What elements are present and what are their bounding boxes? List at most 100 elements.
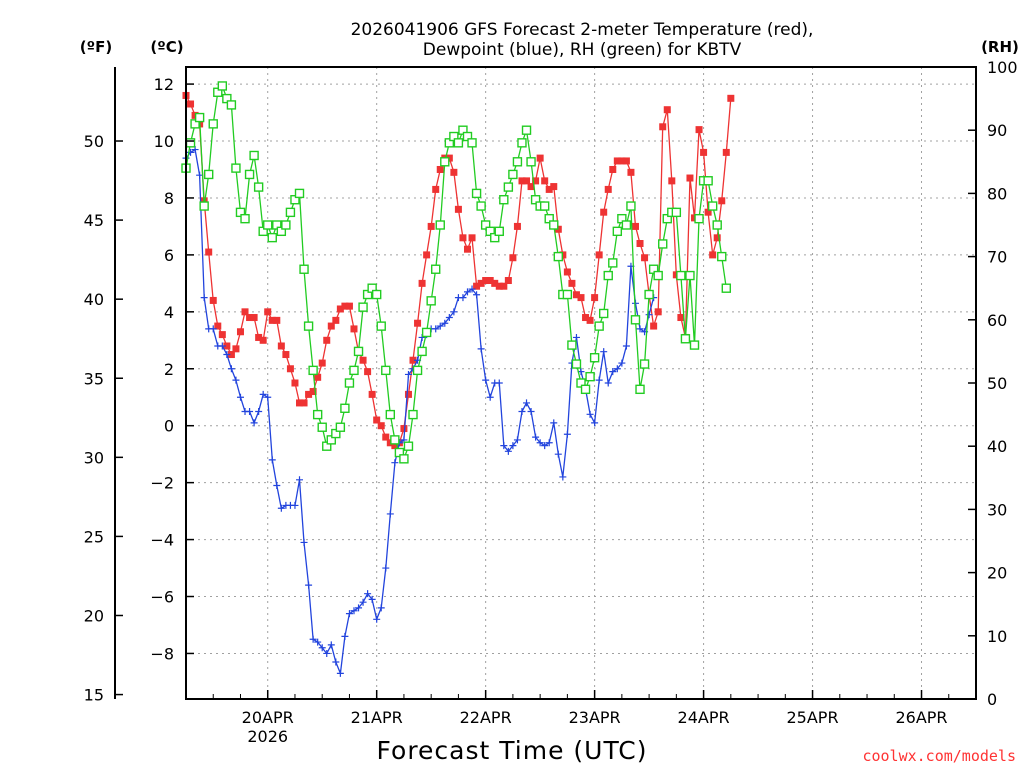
dewpoint-point [373,615,381,623]
temperature-point [259,336,267,344]
temperature-point [572,291,580,299]
rh-point [626,201,636,211]
rh-point [381,365,391,376]
rh-tick-label: 30 [987,500,1007,519]
dewpoint-point [350,607,358,615]
temperature-point [500,282,508,290]
dewpoint-point [246,407,254,415]
temperature-point [291,379,299,387]
temperature-point [459,234,467,242]
x-axis-label: Forecast Time (UTC) [377,736,648,765]
temperature-point [532,177,540,185]
temperature-point [654,308,662,316]
dewpoint-point [554,450,562,458]
rh-point [508,169,518,180]
dewpoint-point [327,641,335,649]
dewpoint-point [563,430,571,438]
celsius-tick-label: 0 [164,417,174,436]
temperature-point [563,268,571,276]
dewpoint-point [486,393,494,401]
rh-point [308,365,318,376]
chart-title-line-2: Dewpoint (blue), RH (green) for KBTV [423,40,742,60]
rh-axis-unit: (RH) [981,38,1019,56]
temperature-point [364,368,372,376]
temperature-point [622,157,630,165]
dewpoint-point [591,419,599,427]
dewpoint-point [441,319,449,327]
rh-point [471,188,482,199]
dewpoint-point [200,294,208,302]
dewpoint-point [636,325,644,333]
rh-point [263,220,273,230]
dewpoint-point [332,658,340,666]
temperature-point [518,177,526,185]
temperature-point [255,333,263,341]
dewpoint-point [305,581,313,589]
dewpoint-point [209,325,217,333]
rh-point [571,359,582,369]
temperature-point [432,185,440,193]
temperature-point [423,251,431,259]
dewpoint-point [473,291,481,299]
dewpoint-point [345,610,353,618]
dewpoint-point [277,504,285,512]
temperature-point [504,277,512,285]
temperature-point [373,416,381,424]
temperature-point [604,185,612,193]
dewpoint-point [604,379,612,387]
temperature-point [641,254,649,262]
rh-tick-label: 20 [987,564,1007,583]
rh-point [612,226,623,237]
celsius-tick-label: 8 [164,189,174,208]
temperature-point [582,314,590,322]
temperature-point [650,322,658,330]
temperature-point [187,100,195,108]
rh-tick-label: 50 [987,374,1007,393]
rh-point [603,270,613,281]
temperature-point [246,314,254,322]
dewpoint-point [618,359,626,367]
temperature-point [382,433,390,441]
rh-point [185,138,196,148]
dewpoint-point [377,604,385,612]
dewpoint-point [482,376,490,384]
temperature-point [350,325,358,333]
dewpoint-point [536,439,544,447]
rh-point [349,365,359,376]
temperature-point [409,356,417,364]
fahrenheit-tick-label: 50 [84,132,104,151]
temperature-point [523,177,531,185]
temperature-point [477,279,485,287]
temperature-point [236,328,244,336]
rh-point [312,409,323,420]
dewpoint-point [550,419,558,427]
rh-point [671,207,682,218]
fahrenheit-tick-label: 20 [84,606,104,625]
dewpoint-point [572,333,580,341]
celsius-tick-label: 2 [164,360,174,379]
rh-point [467,138,477,148]
temperature-point [336,305,344,313]
rh-point [208,119,218,129]
rh-point [721,283,731,293]
rh-point [412,365,423,376]
dewpoint-point [622,342,630,350]
celsius-tick-label: 12 [154,75,174,94]
dewpoint-point [300,538,308,546]
dewpoint-point [504,447,512,455]
temperature-point [513,222,521,230]
temperature-point [436,165,444,173]
celsius-tick-label: −2 [150,474,174,493]
rh-point [199,201,209,211]
temperature-point [227,351,235,359]
dewpoint-point [341,632,349,640]
rh-point [431,264,441,274]
date-tick-label: 20APR [242,708,294,727]
temperature-point [722,148,730,156]
temperature-point [600,208,608,216]
temperature-point [318,359,326,367]
dewpoint-point [359,598,367,606]
temperature-point [627,168,635,176]
temperature-point [550,183,558,191]
